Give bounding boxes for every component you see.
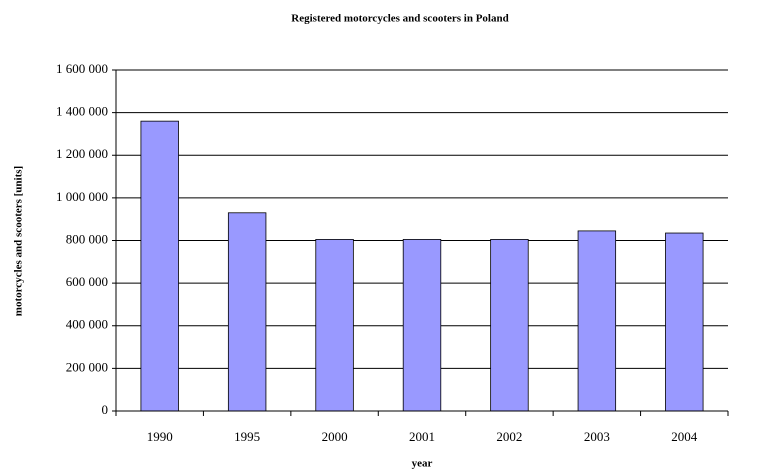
y-tick-label: 400 000	[66, 317, 108, 332]
x-tick-label: 2002	[496, 429, 522, 444]
y-tick-label: 600 000	[66, 274, 108, 289]
bar	[315, 239, 354, 412]
bar	[402, 239, 442, 412]
bar	[227, 212, 267, 412]
x-tick-label: 2004	[671, 429, 698, 444]
y-tick-label: 1 600 000	[56, 61, 108, 76]
y-tick-label: 1 400 000	[56, 104, 108, 119]
x-tick-label: 2000	[322, 429, 348, 444]
y-tick-label: 200 000	[66, 359, 108, 374]
bar	[577, 230, 617, 412]
y-axis-title: motorcycles and scooters [units]	[13, 166, 25, 316]
bar	[490, 239, 529, 412]
bar	[665, 232, 704, 412]
x-tick-label: 1990	[147, 429, 173, 444]
x-tick-label: 2001	[409, 429, 435, 444]
y-tick-label: 1 000 000	[56, 189, 108, 204]
y-tick-label: 1 200 000	[56, 146, 108, 161]
x-axis-title: year	[412, 458, 433, 470]
chart-title: Registered motorcycles and scooters in P…	[291, 13, 508, 25]
x-tick-label: 1995	[234, 429, 260, 444]
y-tick-label: 0	[102, 402, 109, 417]
x-tick-label: 2003	[584, 429, 610, 444]
bar	[140, 120, 179, 412]
y-tick-label: 800 000	[66, 231, 108, 246]
